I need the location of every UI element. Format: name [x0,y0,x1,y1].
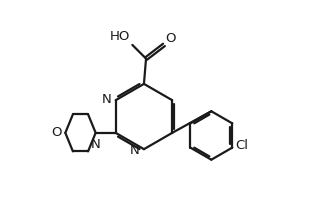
Text: N: N [130,144,140,157]
Text: HO: HO [110,30,130,43]
Text: O: O [166,32,176,45]
Text: Cl: Cl [236,139,248,152]
Text: O: O [52,126,62,139]
Text: N: N [91,138,101,151]
Text: N: N [101,93,111,106]
